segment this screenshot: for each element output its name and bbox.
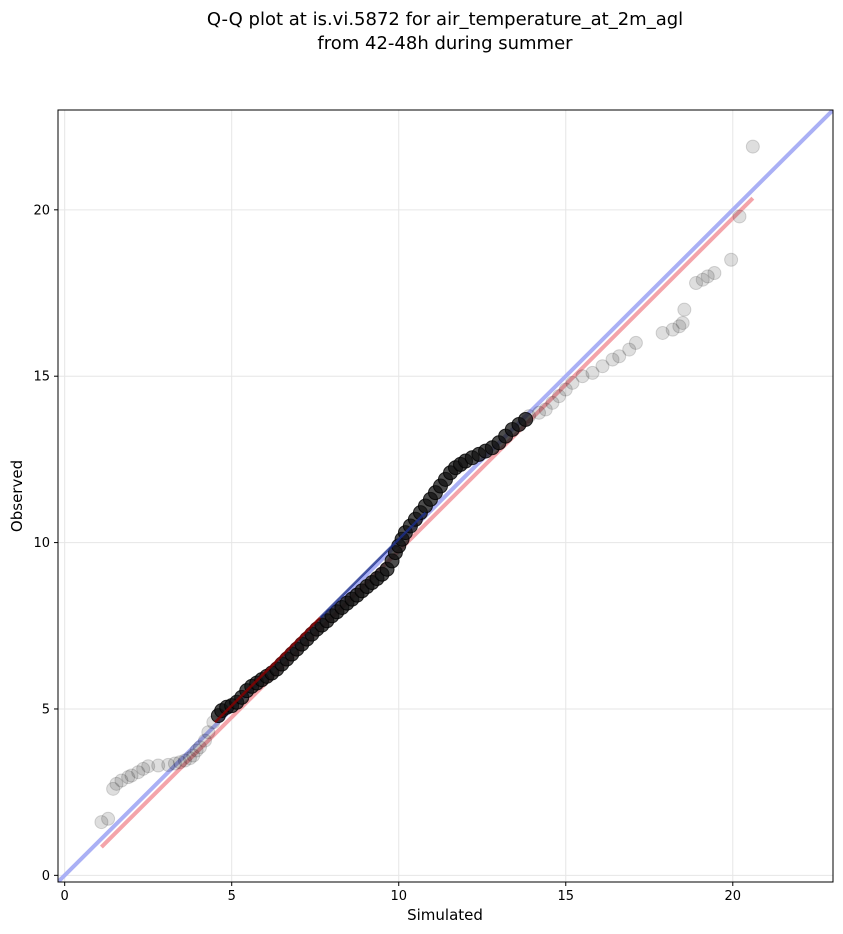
tail-point — [189, 743, 204, 758]
plot-area — [58, 110, 833, 882]
tail-point — [675, 315, 690, 330]
tail-point — [558, 382, 573, 397]
tail-point — [655, 325, 670, 340]
tail-point — [141, 759, 156, 774]
y-tick-label: 15 — [33, 370, 50, 385]
x-tick-label: 5 — [228, 889, 236, 904]
x-tick-label: 15 — [557, 889, 574, 904]
tail-point — [585, 365, 600, 380]
tail-point — [732, 209, 747, 224]
tail-point — [172, 755, 187, 770]
tail-point — [707, 266, 722, 281]
y-tick-label: 0 — [42, 869, 50, 884]
tail-point — [665, 322, 680, 337]
tail-point — [605, 352, 620, 367]
tail-point — [201, 725, 216, 740]
x-tick-label: 20 — [725, 889, 742, 904]
tail-point — [177, 753, 192, 768]
tail-point — [136, 761, 151, 776]
axes-ticks: 0 5 10 15 20 0 5 10 15 20 — [33, 203, 741, 904]
tail-point — [595, 359, 610, 374]
tail-point — [545, 395, 560, 410]
core-line-low — [214, 616, 322, 724]
tail-point — [612, 349, 627, 364]
tail-point — [695, 272, 710, 287]
fit-line — [100, 196, 755, 849]
y-axis-label: Observed — [8, 460, 26, 532]
tail-point — [628, 335, 643, 350]
tail-point — [532, 405, 547, 420]
tail-point — [622, 342, 637, 357]
tail-point — [677, 302, 692, 317]
chart-title: Q-Q plot at is.vi.5872 for air_temperatu… — [0, 8, 843, 56]
tail-point — [106, 781, 121, 796]
tail-point — [672, 319, 687, 334]
tail-point — [151, 758, 166, 773]
reference-line — [58, 110, 833, 882]
core-line-high — [319, 511, 427, 619]
x-axis-label: Simulated — [407, 906, 483, 924]
tail-point — [167, 756, 182, 771]
y-tick-label: 20 — [33, 203, 50, 218]
x-tick-label: 0 — [61, 889, 69, 904]
tail-point — [538, 402, 553, 417]
tail-point — [101, 811, 116, 826]
tail-point — [575, 369, 590, 384]
tail-point — [197, 733, 212, 748]
tail-point — [724, 252, 739, 267]
tail-point — [192, 740, 207, 755]
tail-point — [745, 139, 760, 154]
tail-point — [565, 375, 580, 390]
tail-point — [121, 770, 136, 785]
x-tick-label: 10 — [390, 889, 407, 904]
tail-point — [700, 269, 715, 284]
chart-title-line-2: from 42-48h during summer — [317, 33, 573, 54]
tail-point — [182, 751, 197, 766]
core-point — [518, 411, 534, 427]
tail-point — [552, 389, 567, 404]
tail-point — [161, 757, 176, 772]
y-tick-label: 10 — [33, 536, 50, 551]
tail-point — [131, 765, 146, 780]
y-tick-label: 5 — [42, 702, 50, 717]
tail-point — [124, 768, 139, 783]
grid — [58, 110, 833, 882]
tail-point — [109, 776, 124, 791]
tail-point — [114, 773, 129, 788]
chart-title-line-1: Q-Q plot at is.vi.5872 for air_temperatu… — [206, 9, 684, 30]
tail-point — [689, 276, 704, 291]
tail-point — [186, 748, 201, 763]
tail-point — [94, 815, 109, 830]
plot-frame — [57, 109, 834, 883]
